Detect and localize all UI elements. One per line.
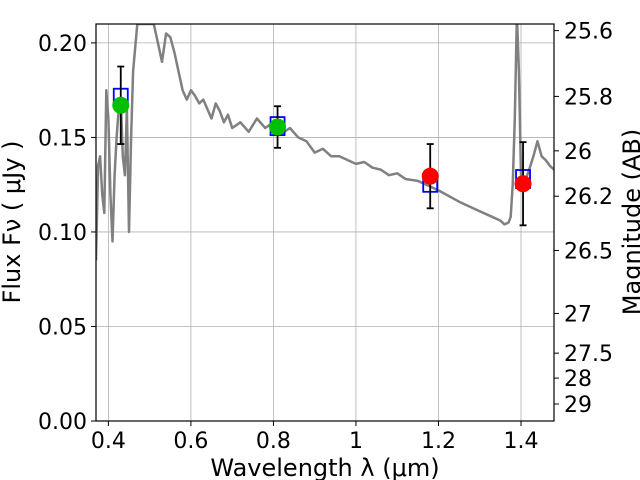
y-axis-label: Flux Fν ( μJy ) — [0, 141, 26, 304]
x-axis-label: Wavelength λ (μm) — [210, 454, 439, 480]
x-tick-label: 1 — [349, 429, 363, 454]
y2-tick-label: 27 — [564, 302, 592, 327]
y2-tick-label: 25.8 — [564, 85, 613, 110]
y2-tick-label: 26.5 — [564, 239, 613, 264]
y2-tick-label: 25.6 — [564, 20, 613, 45]
x-tick-label: 1.4 — [503, 429, 538, 454]
observed-flux-point — [269, 118, 287, 136]
y-tick-label: 0.00 — [38, 410, 87, 435]
y2-tick-label: 27.5 — [564, 342, 613, 367]
observed-flux-point — [514, 175, 532, 193]
y-tick-label: 0.10 — [38, 221, 87, 246]
y2-tick-label: 26.2 — [564, 185, 613, 210]
x-tick-label: 0.8 — [256, 429, 291, 454]
observed-flux-point — [421, 167, 439, 185]
y2-tick-label: 29 — [564, 393, 592, 418]
x-tick-label: 0.4 — [91, 429, 126, 454]
y2-tick-label: 26 — [564, 140, 592, 165]
x-axis: 0.4 0.6 0.8 1 1.2 1.4 — [91, 421, 538, 454]
photometry-points — [112, 65, 532, 227]
model-sed-series — [96, 24, 554, 261]
y2-tick-label: 28 — [564, 367, 592, 392]
x-tick-label: 0.6 — [173, 429, 208, 454]
grid — [96, 24, 554, 422]
plot-frame — [95, 23, 555, 422]
y-axis: 0.00 0.05 0.10 0.15 0.20 — [38, 32, 96, 435]
y-tick-label: 0.05 — [38, 315, 87, 340]
y-tick-label: 0.15 — [38, 126, 87, 151]
x-tick-label: 1.2 — [421, 429, 456, 454]
model-sed-line — [96, 24, 554, 261]
secondary-y-axis-label: Magnitude (AB) — [618, 129, 640, 315]
observed-flux-point — [112, 96, 130, 114]
y-tick-label: 0.20 — [38, 32, 87, 57]
